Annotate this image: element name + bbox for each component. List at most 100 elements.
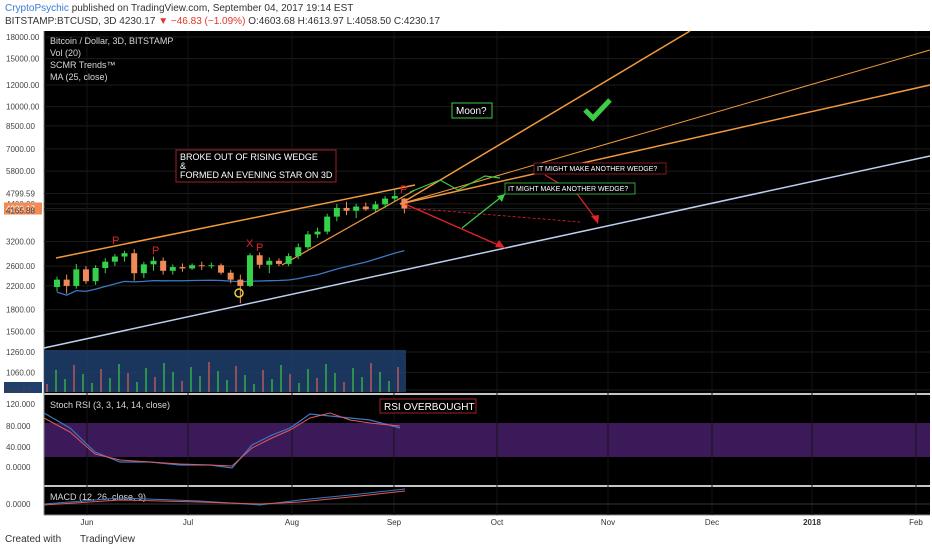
price-tick-label: 4230.17: [6, 205, 35, 214]
candle-body: [218, 265, 225, 273]
annotation-moon: Moon?: [456, 106, 487, 117]
candle-body: [247, 255, 253, 286]
volume-bar: [145, 368, 147, 392]
volume-bar: [280, 365, 282, 392]
green-arrowhead: [497, 194, 505, 202]
candle-body: [266, 260, 273, 265]
candle-body: [362, 206, 369, 210]
volume-bar: [370, 363, 372, 392]
candle-body: [92, 267, 99, 282]
annotation-another-wedge-1: IT MIGHT MAKE ANOTHER WEDGE?: [533, 162, 667, 175]
time-tick-label: Nov: [601, 518, 615, 527]
candle-body: [304, 234, 311, 248]
candle-body: [73, 269, 80, 286]
candle-body: [160, 260, 167, 271]
candle-body: [256, 255, 263, 265]
volume-bar: [100, 369, 102, 392]
price-pane: [44, 31, 930, 393]
price-tick-label: 4799.59: [6, 190, 35, 199]
volume-bar: [334, 373, 336, 392]
fan-mid-line: [399, 49, 931, 205]
annotation-wedge-line3: FORMED AN EVENING STAR ON 3D: [180, 170, 333, 180]
time-tick-label: Jun: [81, 518, 94, 527]
stoch-tick-label: 0.0000: [6, 463, 31, 472]
price-tick-label: 2200.00: [6, 282, 35, 291]
volume-bar: [199, 376, 201, 392]
marker-p: P: [400, 184, 407, 196]
volume-bar: [136, 382, 138, 392]
wedge-upper-line: [55, 184, 416, 259]
volume-bar: [118, 364, 120, 392]
annotation-wedge-box: BROKE OUT OF RISING WEDGE & FORMED AN EV…: [175, 149, 337, 183]
volume-bar: [82, 374, 84, 392]
red-arrowhead: [495, 240, 505, 248]
fan-steep-line: [399, 30, 691, 205]
time-tick-label: 2018: [803, 518, 821, 527]
annotation-rsi-box: RSI OVERBOUGHT: [379, 398, 477, 414]
candle-body: [131, 253, 138, 274]
tradingview-logo[interactable]: TradingView: [80, 534, 136, 545]
annotation-another-wedge-text-1: IT MIGHT MAKE ANOTHER WEDGE?: [537, 166, 657, 173]
volume-bar: [64, 379, 66, 392]
candle-body: [169, 267, 176, 271]
candle-body: [353, 206, 360, 211]
volume-bar: [343, 382, 345, 392]
last-price-marker: [4, 202, 42, 215]
support-trendline: [43, 155, 931, 349]
candle-body: [227, 272, 234, 280]
price-tick-label: 1260.00: [6, 348, 35, 357]
symbol-text: BITSTAMP:BTCUSD, 3D: [5, 16, 117, 27]
stoch-axis: 120.000 80.000 40.000 0.0000 0.0000: [6, 400, 35, 509]
volume-bar: [91, 383, 93, 392]
price-tick-label: 3200.00: [6, 238, 35, 247]
price-tick-label: 8500.00: [6, 122, 35, 131]
annotation-another-wedge-text-2: IT MIGHT MAKE ANOTHER WEDGE?: [508, 186, 628, 193]
price-tick-label: 913.73: [6, 386, 31, 395]
grid-lines: [44, 31, 930, 515]
candle-body: [140, 264, 147, 274]
author-link[interactable]: CryptoPsychic: [5, 3, 69, 14]
volume-bar: [298, 383, 300, 392]
volume-bar: [127, 373, 129, 392]
price-chart[interactable]: P P X P P BROKE OUT OF RISING WEDGE & FO…: [0, 30, 932, 530]
down-arrow-icon: ▼: [158, 16, 169, 27]
price-tick-label: 7000.00: [6, 145, 35, 154]
volume-bar: [352, 368, 354, 392]
candle-body: [372, 204, 379, 210]
red-arrowhead-2: [591, 215, 599, 224]
legend-ma: MA (25, close): [50, 72, 108, 82]
volume-bar: [208, 362, 210, 392]
candle-body: [54, 279, 60, 288]
candle-body: [179, 267, 186, 269]
price-tick-label: 18000.00: [6, 33, 40, 42]
price-tick-label: 10000.00: [6, 103, 40, 112]
marker-x: X: [246, 238, 254, 250]
candle-body: [82, 269, 89, 282]
price-tick-label: 1060.00: [6, 368, 35, 377]
volume-bar: [73, 365, 75, 392]
ohlc-values: O:4603.68 H:4613.97 L:4058.50 C:4230.17: [248, 16, 441, 27]
volume-bar: [172, 372, 174, 392]
time-tick-label: Oct: [491, 518, 504, 527]
annotation-rsi-overbought: RSI OVERBOUGHT: [384, 402, 475, 413]
price-tick-label: 4165.88: [6, 206, 35, 215]
volume-bar: [163, 363, 165, 392]
legend-vol: Vol (20): [50, 48, 81, 58]
candles: [54, 189, 408, 304]
fan-shallow-line: [399, 84, 931, 205]
stoch-overbought-band: [44, 423, 930, 457]
volume-bar: [271, 379, 273, 392]
time-tick-label: Aug: [285, 518, 299, 527]
candle-body: [343, 207, 350, 211]
stoch-label: Stoch RSI (3, 3, 14, 14, close): [50, 400, 170, 410]
stoch-d-line: [43, 412, 401, 467]
price-tick-label: 1500.00: [6, 327, 35, 336]
marker-p: P: [112, 235, 119, 247]
price-tick-label: 5800.00: [6, 167, 35, 176]
volume-bar: [226, 380, 228, 392]
candle-body: [401, 198, 408, 209]
candle-body: [63, 279, 70, 286]
volume-bar: [55, 370, 57, 392]
volume-bar: [316, 378, 318, 392]
volume-bars: [4, 350, 406, 393]
